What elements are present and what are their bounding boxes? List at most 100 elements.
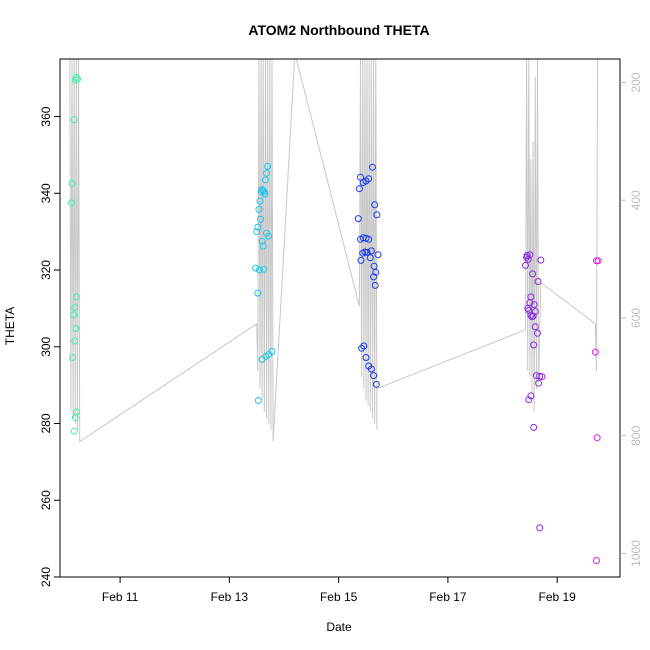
axes-layer: Feb 11 Feb 13 Feb 15 Feb 17 Feb 19 240 260 280 3… [39, 58, 643, 604]
data-point [530, 423, 538, 431]
y2-tick-label: 800 [629, 425, 643, 445]
x-tick-label: Feb 13 [211, 590, 249, 604]
data-point [68, 199, 75, 207]
data-point [72, 324, 80, 332]
data-point [529, 270, 537, 278]
data-point [523, 253, 531, 261]
data-point [260, 265, 268, 273]
data-point [360, 342, 368, 350]
data-point [373, 211, 381, 219]
data-point [357, 173, 364, 181]
data-point [365, 235, 373, 243]
data-point [594, 257, 602, 265]
data-point [71, 414, 79, 422]
series-3 [354, 163, 382, 388]
data-point [70, 311, 78, 319]
data-point [265, 232, 273, 240]
y2-tick-label: 1000 [629, 540, 643, 567]
data-point [357, 235, 364, 243]
data-point [593, 557, 600, 564]
series-5 [591, 257, 602, 564]
data-point [522, 261, 529, 269]
data-point [255, 266, 263, 274]
data-point [69, 354, 77, 361]
data-point [71, 304, 79, 312]
data-point [261, 176, 269, 184]
series-2 [252, 162, 276, 404]
y-tick-label: 300 [39, 336, 53, 356]
y2-tick-label: 400 [629, 190, 643, 210]
data-point [355, 185, 363, 193]
data-point [538, 373, 546, 381]
data-point [359, 179, 367, 187]
data-point [528, 313, 536, 321]
data-point [71, 76, 79, 84]
data-point [253, 228, 261, 236]
data-point [537, 256, 545, 264]
data-point [258, 355, 266, 363]
data-point [70, 427, 78, 435]
data-point [534, 278, 542, 285]
series-4 [522, 251, 546, 532]
data-point [530, 301, 538, 309]
data-point [362, 354, 370, 361]
data-point [255, 205, 263, 213]
data-point [372, 380, 380, 388]
y-tick-label: 240 [39, 567, 53, 587]
chart-title: ATOM2 Northbound THETA [248, 22, 429, 38]
data-point [72, 293, 80, 301]
data-point [367, 247, 375, 255]
y-tick-label: 260 [39, 490, 53, 510]
data-point [358, 344, 366, 352]
data-point [252, 264, 260, 272]
x-axis-title: Date [326, 620, 352, 634]
data-point [371, 281, 379, 289]
y-tick-label: 340 [39, 183, 53, 203]
y-axis-title: THETA [3, 307, 17, 345]
x-tick-label: Feb 17 [429, 590, 467, 604]
x-tick-label: Feb 19 [538, 590, 576, 604]
data-point [363, 248, 371, 256]
data-point [531, 323, 539, 331]
data-point [529, 312, 537, 320]
data-point [366, 254, 374, 262]
data-point [70, 116, 78, 124]
data-point [357, 256, 365, 264]
data-point [370, 372, 378, 380]
data-point [263, 169, 270, 177]
data-point [591, 348, 599, 356]
data-point [258, 237, 266, 245]
data-point [370, 262, 378, 270]
data-point [534, 329, 541, 337]
data-point [593, 434, 601, 442]
data-point [367, 365, 375, 373]
data-point [257, 187, 265, 195]
data-point [254, 223, 262, 231]
x-tick-label: Feb 11 [102, 590, 139, 604]
data-point [535, 379, 543, 387]
y2-tick-label: 200 [629, 72, 643, 92]
data-point [256, 197, 264, 205]
data-point [354, 215, 362, 223]
data-point [536, 524, 544, 532]
data-point [369, 163, 376, 171]
data-point [68, 179, 76, 187]
data-point [370, 273, 378, 281]
data-point [525, 396, 533, 404]
data-point [254, 397, 262, 404]
y-tick-label: 280 [39, 413, 53, 433]
data-point [259, 242, 267, 250]
y2-tick-label: 600 [629, 308, 643, 328]
data-point [374, 251, 382, 259]
series-1 [68, 73, 81, 435]
data-point [71, 337, 79, 345]
data-point [264, 162, 272, 170]
y-tick-label: 360 [39, 106, 53, 126]
y-tick-label: 320 [39, 260, 53, 280]
x-tick-label: Feb 15 [320, 590, 358, 604]
data-point [257, 215, 264, 223]
data-point [254, 289, 262, 297]
data-point [530, 341, 538, 349]
